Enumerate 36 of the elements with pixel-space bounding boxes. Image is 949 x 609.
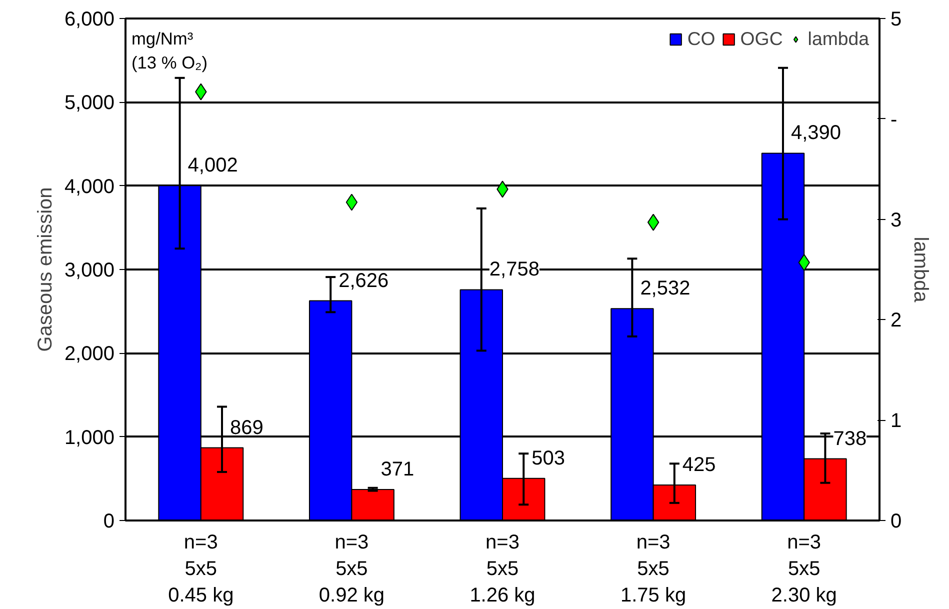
y-tick-label: 5,000 xyxy=(64,92,115,114)
data-label: 4,002 xyxy=(188,154,238,177)
y-tick-label: 2,000 xyxy=(64,343,115,366)
data-label: 2,532 xyxy=(640,278,690,300)
annotation: mg/Nm³ (13 % O₂) xyxy=(132,28,208,72)
y-tick-label: 6,000 xyxy=(64,8,115,30)
y-axis-title: Gaseous emission xyxy=(34,187,56,352)
data-label: 4,390 xyxy=(790,122,842,144)
y-tick-label: 1,000 xyxy=(64,426,115,449)
point xyxy=(647,214,660,231)
y2-tick-label: 0 xyxy=(890,510,902,532)
y2-tick-label: 3 xyxy=(890,209,902,232)
data-label: 503 xyxy=(532,447,565,470)
x-tick-label: n=3 5x5 2.30 kg xyxy=(771,532,837,606)
y2-tick-label: 1 xyxy=(890,410,902,432)
y-tick-label: 3,000 xyxy=(64,260,115,282)
data-label: 738 xyxy=(833,428,867,450)
legend-label: lambda xyxy=(808,28,869,50)
x-tick-label: n=3 5x5 1.75 kg xyxy=(620,532,686,606)
data-label: 371 xyxy=(380,458,414,480)
x-tick-label: n=3 5x5 0.45 kg xyxy=(168,532,234,606)
data-label: 425 xyxy=(682,454,716,476)
y2-tick-label: 2 xyxy=(890,310,902,332)
y-tick-label: 0 xyxy=(103,510,114,532)
y2-axis-title: lambda xyxy=(910,236,932,304)
x-tick-label: n=3 5x5 0.92 kg xyxy=(318,532,385,606)
data-label: 2,626 xyxy=(338,270,389,292)
point xyxy=(346,194,358,211)
y2-tick-label: - xyxy=(890,108,898,131)
legend-label: CO xyxy=(687,28,716,50)
y-tick-label: 4,000 xyxy=(64,176,115,198)
data-label: 869 xyxy=(230,416,264,439)
y2-tick-label: 5 xyxy=(890,8,902,30)
legend-label: OGC xyxy=(740,28,783,50)
data-label: 2,758 xyxy=(489,258,540,281)
x-tick-label: n=3 5x5 1.26 kg xyxy=(470,532,536,606)
